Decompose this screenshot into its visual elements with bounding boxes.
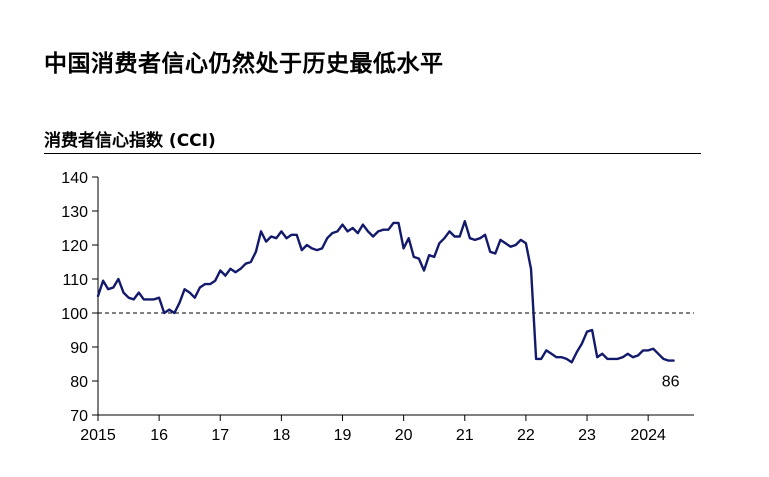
y-tick-label-90: 90 [70,340,88,357]
end-value-label: 86 [662,374,680,391]
x-tick-label-18: 18 [272,427,290,444]
y-tick-label-120: 120 [61,238,88,255]
tick-labels: 70 80 90 100 110 120 130 140 2015 16 17 18 19 20 21 22 2… [61,170,679,444]
y-tick-label-110: 110 [62,272,88,289]
page-headline: 中国消费者信心仍然处于历史最低水平 [44,51,444,77]
series-line [96,220,675,364]
y-tick-label-100: 100 [61,306,88,323]
x-tick-label-22: 22 [517,427,535,444]
x-tick-label-23: 23 [578,427,596,444]
y-tick-label-140: 140 [61,170,88,187]
x-tick-label-2015: 2015 [80,427,116,444]
y-tick-label-80: 80 [70,374,88,391]
y-tick-label-70: 70 [70,408,88,425]
x-tick-label-2024: 2024 [630,427,666,444]
series-group [96,220,675,364]
title-divider [44,153,701,154]
x-tick-label-19: 19 [334,427,352,444]
x-tick-label-20: 20 [395,427,413,444]
x-tick-label-21: 21 [456,427,474,444]
x-tick-label-17: 17 [211,427,229,444]
y-tick-label-130: 130 [61,204,88,221]
chart-axes [92,176,694,421]
chart-title: 消费者信心指数 (CCI) [44,131,216,151]
x-tick-label-16: 16 [150,427,168,444]
